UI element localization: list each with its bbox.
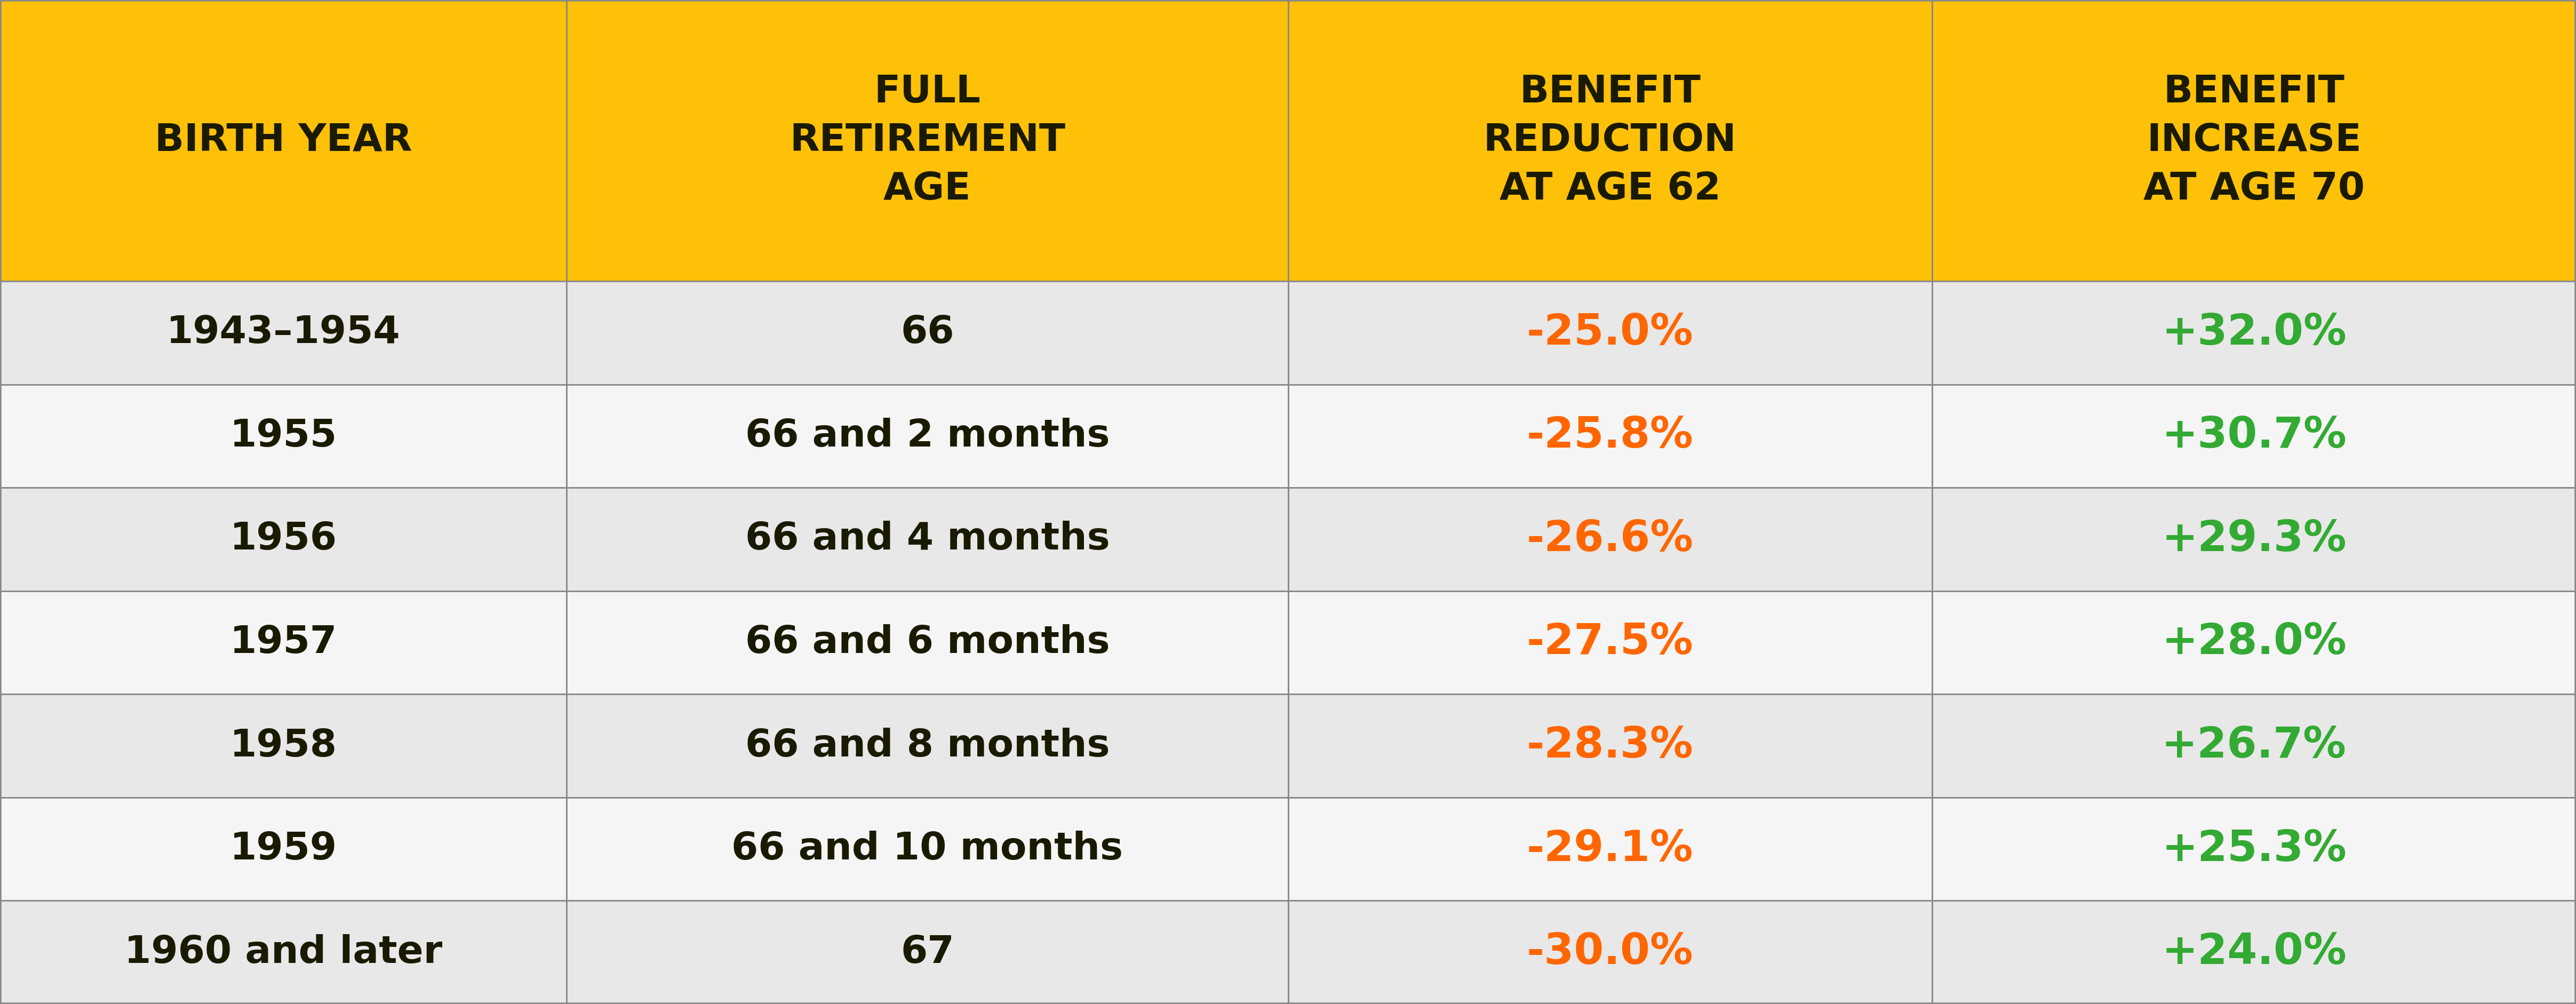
Text: 66 and 4 months: 66 and 4 months (744, 521, 1110, 557)
FancyBboxPatch shape (567, 0, 1288, 281)
Text: BIRTH YEAR: BIRTH YEAR (155, 122, 412, 159)
FancyBboxPatch shape (567, 488, 1288, 591)
Text: -27.5%: -27.5% (1528, 621, 1692, 664)
FancyBboxPatch shape (0, 591, 567, 694)
Text: -25.8%: -25.8% (1528, 416, 1692, 457)
FancyBboxPatch shape (0, 385, 567, 488)
FancyBboxPatch shape (1932, 797, 2576, 901)
Text: +25.3%: +25.3% (2161, 828, 2347, 869)
FancyBboxPatch shape (1288, 591, 1932, 694)
Text: +26.7%: +26.7% (2161, 725, 2347, 767)
FancyBboxPatch shape (567, 797, 1288, 901)
FancyBboxPatch shape (1288, 797, 1932, 901)
Text: -30.0%: -30.0% (1528, 932, 1692, 973)
FancyBboxPatch shape (1932, 591, 2576, 694)
Text: -26.6%: -26.6% (1528, 518, 1692, 560)
FancyBboxPatch shape (1288, 901, 1932, 1004)
FancyBboxPatch shape (1932, 694, 2576, 797)
Text: +30.7%: +30.7% (2161, 416, 2347, 457)
FancyBboxPatch shape (0, 488, 567, 591)
FancyBboxPatch shape (567, 901, 1288, 1004)
Text: 1958: 1958 (229, 728, 337, 764)
FancyBboxPatch shape (1288, 694, 1932, 797)
FancyBboxPatch shape (567, 694, 1288, 797)
FancyBboxPatch shape (0, 281, 567, 385)
Text: -28.3%: -28.3% (1528, 725, 1692, 767)
FancyBboxPatch shape (0, 0, 567, 281)
FancyBboxPatch shape (1932, 385, 2576, 488)
Text: 1957: 1957 (229, 624, 337, 661)
FancyBboxPatch shape (567, 281, 1288, 385)
FancyBboxPatch shape (567, 591, 1288, 694)
FancyBboxPatch shape (567, 385, 1288, 488)
Text: FULL
RETIREMENT
AGE: FULL RETIREMENT AGE (788, 74, 1066, 207)
Text: +28.0%: +28.0% (2161, 621, 2347, 664)
Text: 66 and 6 months: 66 and 6 months (744, 624, 1110, 661)
Text: 66 and 2 months: 66 and 2 months (744, 418, 1110, 455)
Text: -25.0%: -25.0% (1528, 312, 1692, 353)
Text: 67: 67 (902, 934, 953, 971)
Text: 1943–1954: 1943–1954 (167, 314, 399, 351)
FancyBboxPatch shape (1288, 385, 1932, 488)
FancyBboxPatch shape (0, 901, 567, 1004)
FancyBboxPatch shape (0, 694, 567, 797)
FancyBboxPatch shape (1288, 488, 1932, 591)
Text: +24.0%: +24.0% (2161, 932, 2347, 973)
Text: -29.1%: -29.1% (1528, 828, 1692, 869)
FancyBboxPatch shape (1288, 0, 1932, 281)
Text: BENEFIT
INCREASE
AT AGE 70: BENEFIT INCREASE AT AGE 70 (2143, 74, 2365, 207)
FancyBboxPatch shape (1932, 0, 2576, 281)
Text: BENEFIT
REDUCTION
AT AGE 62: BENEFIT REDUCTION AT AGE 62 (1484, 74, 1736, 207)
Text: 66 and 10 months: 66 and 10 months (732, 830, 1123, 867)
FancyBboxPatch shape (1932, 901, 2576, 1004)
FancyBboxPatch shape (1288, 281, 1932, 385)
Text: 1956: 1956 (229, 521, 337, 557)
Text: 66 and 8 months: 66 and 8 months (744, 728, 1110, 764)
FancyBboxPatch shape (1932, 488, 2576, 591)
Text: +29.3%: +29.3% (2161, 518, 2347, 560)
FancyBboxPatch shape (0, 797, 567, 901)
FancyBboxPatch shape (1932, 281, 2576, 385)
Text: 1959: 1959 (229, 830, 337, 867)
Text: +32.0%: +32.0% (2161, 312, 2347, 353)
Text: 1955: 1955 (229, 418, 337, 455)
Text: 66: 66 (902, 314, 953, 351)
Text: 1960 and later: 1960 and later (124, 934, 443, 971)
